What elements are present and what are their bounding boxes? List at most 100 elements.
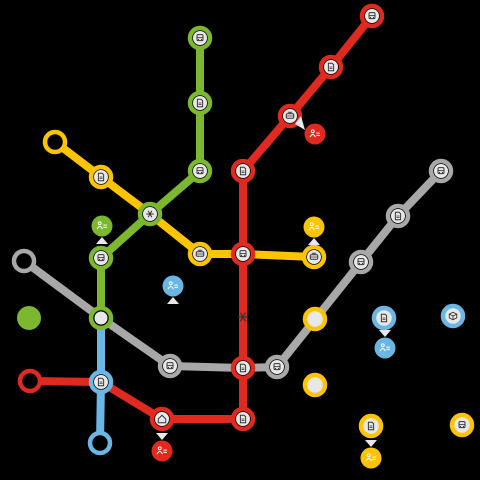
station-gr-start[interactable] <box>11 248 37 274</box>
house-icon <box>157 414 167 424</box>
snowflake-icon <box>238 312 248 322</box>
train-icon <box>273 363 281 371</box>
passengers-icon <box>96 221 107 230</box>
token-yellow-bus[interactable] <box>449 412 475 438</box>
station-y-end[interactable] <box>301 244 327 270</box>
pin-badge <box>360 447 382 469</box>
pin-pointer <box>295 116 305 130</box>
document-icon <box>239 363 247 373</box>
station-gr-8[interactable] <box>428 158 454 184</box>
token-yellow-ring-2[interactable] <box>302 372 328 398</box>
station-g-2[interactable] <box>187 90 213 116</box>
station-g-3[interactable] <box>187 158 213 184</box>
passengers-icon <box>167 281 178 290</box>
token-ring <box>302 372 328 398</box>
station-gr-7[interactable] <box>385 203 411 229</box>
tram-icon <box>309 252 319 260</box>
station-r-2[interactable] <box>318 54 344 80</box>
pin-badge <box>304 123 326 145</box>
pin-pointer <box>167 297 179 304</box>
pin-badge <box>303 216 325 238</box>
token-green-dot[interactable] <box>17 306 41 330</box>
passenger-pin-pin-red-top[interactable] <box>295 116 326 145</box>
snowflake-icon <box>146 210 154 218</box>
pin-pointer <box>365 440 377 447</box>
station-gr-5[interactable] <box>264 354 290 380</box>
bus-icon <box>458 421 466 429</box>
pin-badge <box>151 440 173 462</box>
station-r-mid[interactable] <box>230 241 256 267</box>
station-rs-start[interactable] <box>17 368 43 394</box>
station-ring <box>87 430 113 456</box>
document-icon <box>97 377 105 387</box>
passenger-pin-pin-green[interactable] <box>91 215 113 245</box>
station-r-top[interactable] <box>359 3 385 29</box>
station-g-bus[interactable] <box>88 245 114 271</box>
station-center <box>94 311 108 325</box>
token-ring <box>302 306 328 332</box>
station-ring <box>42 129 68 155</box>
station-gr-3[interactable] <box>157 353 183 379</box>
station-y-2[interactable] <box>88 164 114 190</box>
bus-icon <box>239 250 247 258</box>
pin-badge <box>374 337 396 359</box>
token-blue-document[interactable] <box>371 305 397 331</box>
pin-pointer <box>96 237 108 244</box>
passenger-pin-pin-yellow-mid[interactable] <box>303 216 325 246</box>
station-g-top[interactable] <box>187 25 213 51</box>
station-b-2[interactable] <box>88 369 114 395</box>
track-mark-red-track-snow <box>238 312 248 322</box>
document-icon <box>239 166 247 176</box>
bus-icon <box>437 167 445 175</box>
passengers-icon <box>156 446 167 455</box>
passenger-pin-pin-blue-mid[interactable] <box>162 275 184 305</box>
station-r-cross[interactable] <box>230 355 256 381</box>
passenger-pin-pin-blue-right[interactable] <box>374 330 396 359</box>
station-rs-3[interactable] <box>149 406 175 432</box>
passengers-icon <box>379 343 390 352</box>
station-r-4[interactable] <box>230 158 256 184</box>
bus-icon <box>97 254 105 262</box>
document-icon <box>239 414 247 424</box>
passengers-icon <box>308 222 319 231</box>
bus-icon <box>357 258 365 266</box>
bus-icon <box>196 34 204 42</box>
tram-icon <box>195 249 205 257</box>
passenger-pin-pin-red-bottom[interactable] <box>151 433 173 462</box>
station-gr-6[interactable] <box>348 249 374 275</box>
token-blue-cube[interactable] <box>440 303 466 329</box>
token-disc <box>17 306 41 330</box>
station-ring <box>17 368 43 394</box>
cube-icon <box>448 311 458 321</box>
station-center <box>155 412 169 426</box>
track-line-red-sw <box>26 377 247 423</box>
pin-pointer <box>156 433 168 440</box>
document-icon <box>367 421 375 431</box>
document-icon <box>380 313 388 323</box>
passengers-icon <box>365 453 376 462</box>
pin-pointer <box>379 330 391 337</box>
token-yellow-document[interactable] <box>358 413 384 439</box>
station-y-4[interactable] <box>187 241 213 267</box>
station-r-bottom[interactable] <box>230 406 256 432</box>
token-yellow-ring-1[interactable] <box>302 306 328 332</box>
passenger-pin-pin-yellow-bottom[interactable] <box>360 440 382 469</box>
station-ring <box>11 248 37 274</box>
document-icon <box>394 211 402 221</box>
document-icon <box>97 172 105 182</box>
pin-pointer <box>308 238 320 245</box>
station-center-x[interactable] <box>137 201 163 227</box>
station-r-3[interactable] <box>277 103 303 129</box>
station-g-junction[interactable] <box>88 305 114 331</box>
bus-icon <box>368 12 376 20</box>
bus-icon <box>196 167 204 175</box>
document-icon <box>327 62 335 72</box>
passengers-icon <box>309 129 320 138</box>
pin-badge <box>162 275 184 297</box>
station-b-end[interactable] <box>87 430 113 456</box>
station-y-start[interactable] <box>42 129 68 155</box>
pin-badge <box>91 215 113 237</box>
bus-icon <box>166 362 174 370</box>
document-icon <box>196 98 204 108</box>
